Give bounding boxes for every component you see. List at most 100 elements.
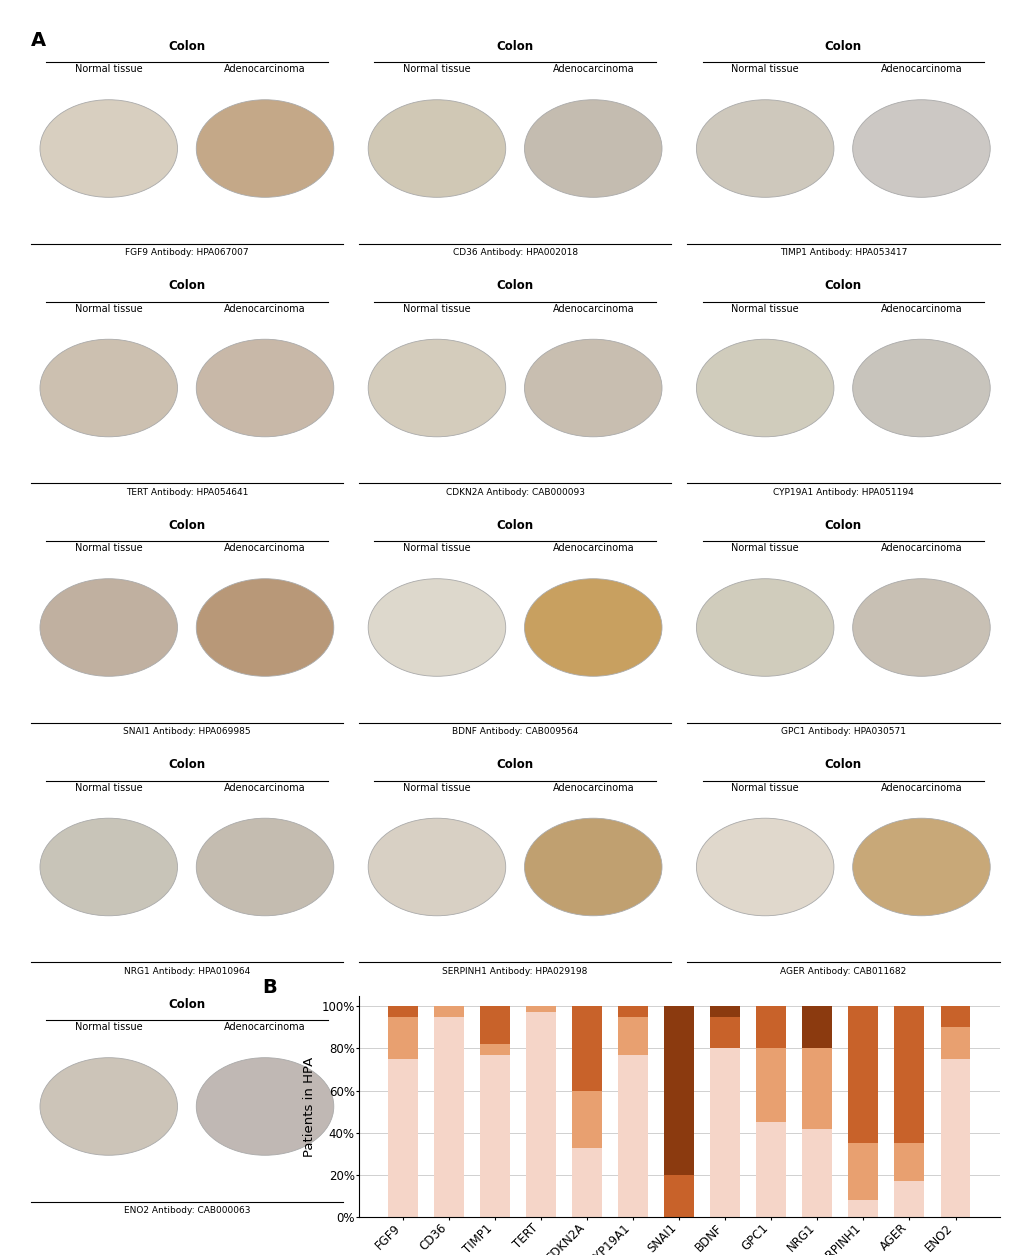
Text: Colon: Colon bbox=[168, 998, 205, 1010]
Bar bbox=[433, 1017, 464, 1217]
Text: NRG1 Antibody: HPA010964: NRG1 Antibody: HPA010964 bbox=[123, 966, 250, 976]
Bar bbox=[802, 1007, 832, 1048]
Text: Normal tissue: Normal tissue bbox=[403, 543, 471, 553]
Text: Normal tissue: Normal tissue bbox=[74, 783, 143, 793]
Text: Adenocarcinoma: Adenocarcinoma bbox=[224, 543, 306, 553]
Text: Colon: Colon bbox=[496, 758, 533, 772]
Circle shape bbox=[696, 99, 834, 197]
Bar bbox=[618, 1054, 647, 1217]
Text: Colon: Colon bbox=[824, 518, 861, 532]
Text: Normal tissue: Normal tissue bbox=[731, 783, 798, 793]
Circle shape bbox=[852, 579, 989, 676]
Text: CD36 Antibody: HPA002018: CD36 Antibody: HPA002018 bbox=[452, 248, 577, 257]
Circle shape bbox=[368, 339, 505, 437]
Text: Adenocarcinoma: Adenocarcinoma bbox=[879, 64, 961, 74]
Text: Adenocarcinoma: Adenocarcinoma bbox=[879, 304, 961, 314]
Bar bbox=[618, 1007, 647, 1017]
Circle shape bbox=[696, 579, 834, 676]
Circle shape bbox=[196, 1058, 333, 1156]
Text: TERT Antibody: HPA054641: TERT Antibody: HPA054641 bbox=[125, 488, 248, 497]
Text: TIMP1 Antibody: HPA053417: TIMP1 Antibody: HPA053417 bbox=[779, 248, 906, 257]
Circle shape bbox=[696, 339, 834, 437]
Text: Adenocarcinoma: Adenocarcinoma bbox=[879, 543, 961, 553]
Circle shape bbox=[524, 339, 661, 437]
Text: Colon: Colon bbox=[168, 518, 205, 532]
Text: A: A bbox=[31, 31, 46, 50]
Text: AGER Antibody: CAB011682: AGER Antibody: CAB011682 bbox=[780, 966, 906, 976]
Bar bbox=[480, 1054, 510, 1217]
Text: Adenocarcinoma: Adenocarcinoma bbox=[552, 543, 634, 553]
Bar bbox=[848, 1007, 877, 1143]
Text: CDKN2A Antibody: CAB000093: CDKN2A Antibody: CAB000093 bbox=[445, 488, 584, 497]
Text: Colon: Colon bbox=[496, 40, 533, 53]
Text: Normal tissue: Normal tissue bbox=[403, 304, 471, 314]
Text: Normal tissue: Normal tissue bbox=[403, 64, 471, 74]
Text: Adenocarcinoma: Adenocarcinoma bbox=[552, 783, 634, 793]
Text: SNAI1 Antibody: HPA069985: SNAI1 Antibody: HPA069985 bbox=[123, 728, 251, 737]
Text: Normal tissue: Normal tissue bbox=[403, 783, 471, 793]
Bar bbox=[894, 1181, 923, 1217]
Text: Normal tissue: Normal tissue bbox=[74, 1023, 143, 1032]
Text: BDNF Antibody: CAB009564: BDNF Antibody: CAB009564 bbox=[451, 728, 578, 737]
Bar bbox=[526, 1013, 555, 1217]
Text: Normal tissue: Normal tissue bbox=[731, 304, 798, 314]
Circle shape bbox=[368, 579, 505, 676]
Circle shape bbox=[40, 339, 177, 437]
Bar bbox=[572, 1091, 601, 1147]
Text: Normal tissue: Normal tissue bbox=[731, 64, 798, 74]
Bar bbox=[940, 1007, 969, 1028]
Text: GPC1 Antibody: HPA030571: GPC1 Antibody: HPA030571 bbox=[780, 728, 905, 737]
Bar bbox=[848, 1143, 877, 1201]
Text: Colon: Colon bbox=[824, 40, 861, 53]
Circle shape bbox=[40, 99, 177, 197]
Bar bbox=[618, 1017, 647, 1054]
Circle shape bbox=[524, 99, 661, 197]
Bar bbox=[940, 1028, 969, 1059]
Text: Adenocarcinoma: Adenocarcinoma bbox=[224, 64, 306, 74]
Circle shape bbox=[852, 99, 989, 197]
Circle shape bbox=[852, 818, 989, 916]
Circle shape bbox=[368, 99, 505, 197]
Bar bbox=[940, 1059, 969, 1217]
Circle shape bbox=[196, 99, 333, 197]
Text: Normal tissue: Normal tissue bbox=[731, 543, 798, 553]
Circle shape bbox=[196, 818, 333, 916]
Circle shape bbox=[196, 339, 333, 437]
Bar bbox=[894, 1007, 923, 1143]
Text: Colon: Colon bbox=[168, 40, 205, 53]
Text: Adenocarcinoma: Adenocarcinoma bbox=[224, 1023, 306, 1032]
Text: Adenocarcinoma: Adenocarcinoma bbox=[552, 64, 634, 74]
Circle shape bbox=[40, 818, 177, 916]
Bar bbox=[709, 1048, 740, 1217]
Text: FGF9 Antibody: HPA067007: FGF9 Antibody: HPA067007 bbox=[125, 248, 249, 257]
Text: Colon: Colon bbox=[824, 280, 861, 292]
Text: ENO2 Antibody: CAB000063: ENO2 Antibody: CAB000063 bbox=[123, 1206, 250, 1215]
Bar bbox=[848, 1201, 877, 1217]
Text: Colon: Colon bbox=[824, 758, 861, 772]
Bar bbox=[480, 1044, 510, 1054]
Circle shape bbox=[40, 579, 177, 676]
Bar bbox=[387, 1059, 418, 1217]
Bar bbox=[663, 1007, 694, 1175]
Bar bbox=[387, 1007, 418, 1017]
Text: Adenocarcinoma: Adenocarcinoma bbox=[879, 783, 961, 793]
Bar bbox=[709, 1017, 740, 1048]
Text: Normal tissue: Normal tissue bbox=[74, 64, 143, 74]
Bar bbox=[387, 1017, 418, 1059]
Bar bbox=[756, 1048, 786, 1122]
Y-axis label: Patients in HPA: Patients in HPA bbox=[303, 1057, 316, 1157]
Text: Colon: Colon bbox=[168, 758, 205, 772]
Circle shape bbox=[196, 579, 333, 676]
Bar bbox=[756, 1007, 786, 1048]
Bar bbox=[433, 1007, 464, 1017]
Text: Colon: Colon bbox=[496, 518, 533, 532]
Bar bbox=[663, 1175, 694, 1217]
Bar bbox=[709, 1007, 740, 1017]
Circle shape bbox=[524, 579, 661, 676]
Text: SERPINH1 Antibody: HPA029198: SERPINH1 Antibody: HPA029198 bbox=[442, 966, 587, 976]
Text: Normal tissue: Normal tissue bbox=[74, 543, 143, 553]
Bar bbox=[802, 1048, 832, 1128]
Text: Normal tissue: Normal tissue bbox=[74, 304, 143, 314]
Text: Colon: Colon bbox=[168, 280, 205, 292]
Bar bbox=[756, 1122, 786, 1217]
